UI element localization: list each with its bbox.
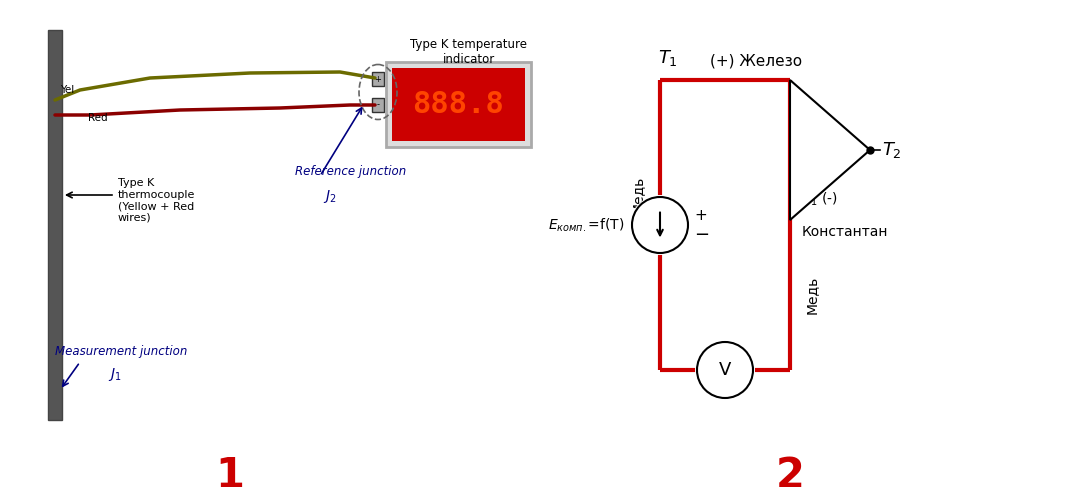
Text: $J_2$: $J_2$ xyxy=(324,188,337,205)
Circle shape xyxy=(630,195,690,255)
Text: Константан: Константан xyxy=(801,225,888,239)
Text: +: + xyxy=(375,75,381,83)
Text: Reference junction: Reference junction xyxy=(295,165,406,178)
Text: Медь: Медь xyxy=(631,176,645,214)
Bar xyxy=(48,30,62,420)
Text: Red: Red xyxy=(88,113,108,123)
Text: $J_1$: $J_1$ xyxy=(109,366,122,383)
Text: $T_2$: $T_2$ xyxy=(882,140,901,160)
Text: (+) Железо: (+) Железо xyxy=(710,53,803,68)
Text: Type K temperature
indicator: Type K temperature indicator xyxy=(411,38,527,66)
Text: 888.8: 888.8 xyxy=(413,90,504,119)
Bar xyxy=(392,68,525,141)
Bar xyxy=(372,98,384,112)
Circle shape xyxy=(695,340,755,400)
Text: $T_1$ (-): $T_1$ (-) xyxy=(801,190,838,208)
Polygon shape xyxy=(790,80,870,220)
Text: $T_1$: $T_1$ xyxy=(658,48,678,68)
Bar xyxy=(372,72,384,86)
Text: $E_{комп.}$=f(T): $E_{комп.}$=f(T) xyxy=(547,216,624,234)
Circle shape xyxy=(632,197,689,253)
Text: 1: 1 xyxy=(215,455,244,487)
Bar xyxy=(386,62,531,147)
Text: Медь: Медь xyxy=(805,276,819,314)
Text: 2: 2 xyxy=(775,455,805,487)
Text: −: − xyxy=(694,226,709,244)
Circle shape xyxy=(697,342,753,398)
Text: Type K
thermocouple
(Yellow + Red
wires): Type K thermocouple (Yellow + Red wires) xyxy=(118,178,195,223)
Text: -: - xyxy=(377,100,379,110)
Text: +: + xyxy=(694,207,707,223)
Text: Yel: Yel xyxy=(60,85,74,95)
Text: Measurement junction: Measurement junction xyxy=(55,345,188,358)
Text: V: V xyxy=(719,361,731,379)
